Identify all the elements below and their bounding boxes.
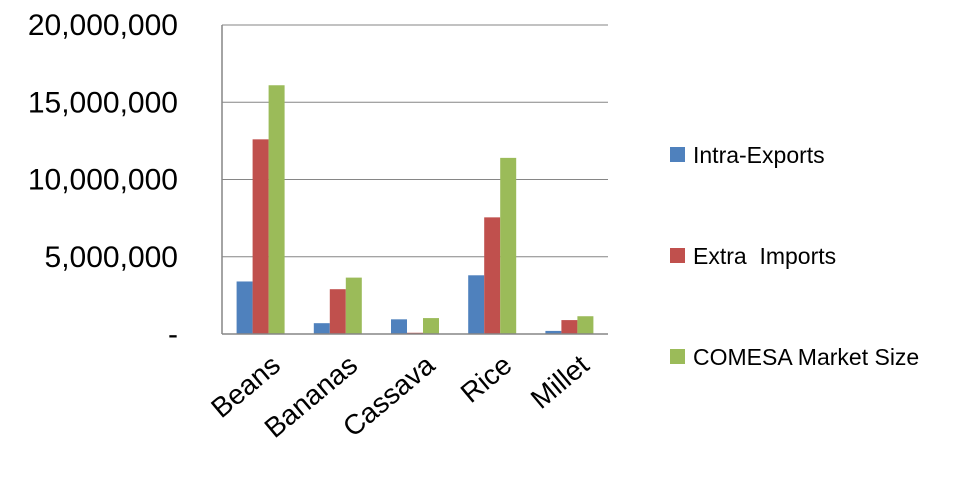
legend-label-comesa-market-size: COMESA Market Size	[693, 344, 919, 370]
bar-extra-imports-millet	[561, 320, 578, 334]
bar-intra-exports-beans	[236, 281, 253, 334]
bar-extra-imports-rice	[484, 217, 501, 334]
x-tick-label-millet: Millet	[525, 349, 595, 415]
legend-swatch-comesa-market-size	[670, 349, 685, 364]
y-tick-label: 15,000,000	[28, 86, 178, 119]
bar-comesa-market-size-millet	[577, 316, 594, 334]
bar-extra-imports-beans	[252, 139, 269, 334]
x-tick-label-rice: Rice	[455, 349, 518, 409]
bar-comesa-market-size-cassava	[423, 318, 439, 334]
y-tick-label: -	[168, 318, 178, 351]
legend: Intra-Exports Extra Imports COMESA Market …	[670, 142, 919, 370]
y-tick-label: 10,000,000	[28, 164, 178, 197]
legend-swatch-intra-exports	[670, 147, 685, 162]
bar-intra-exports-bananas	[313, 323, 330, 334]
bars	[236, 85, 594, 334]
y-tick-label: 5,000,000	[45, 241, 178, 274]
bar-intra-exports-rice	[468, 275, 485, 334]
axes	[221, 25, 608, 335]
bar-comesa-market-size-rice	[500, 157, 517, 334]
legend-label-intra-exports: Intra-Exports	[693, 142, 825, 168]
bar-comesa-market-size-beans	[268, 85, 285, 334]
y-tick-labels: - 5,000,000 10,000,000 15,000,000 20,000,000	[28, 9, 178, 351]
legend-swatch-extra-imports	[670, 248, 685, 263]
bar-intra-exports-millet	[545, 330, 562, 334]
bar-comesa-market-size-bananas	[345, 277, 362, 334]
gridlines	[222, 24, 608, 258]
y-tick-label: 20,000,000	[28, 9, 178, 42]
legend-label-extra-imports: Extra Imports	[693, 243, 836, 269]
bar-extra-imports-bananas	[329, 289, 346, 334]
bar-intra-exports-cassava	[391, 319, 407, 334]
